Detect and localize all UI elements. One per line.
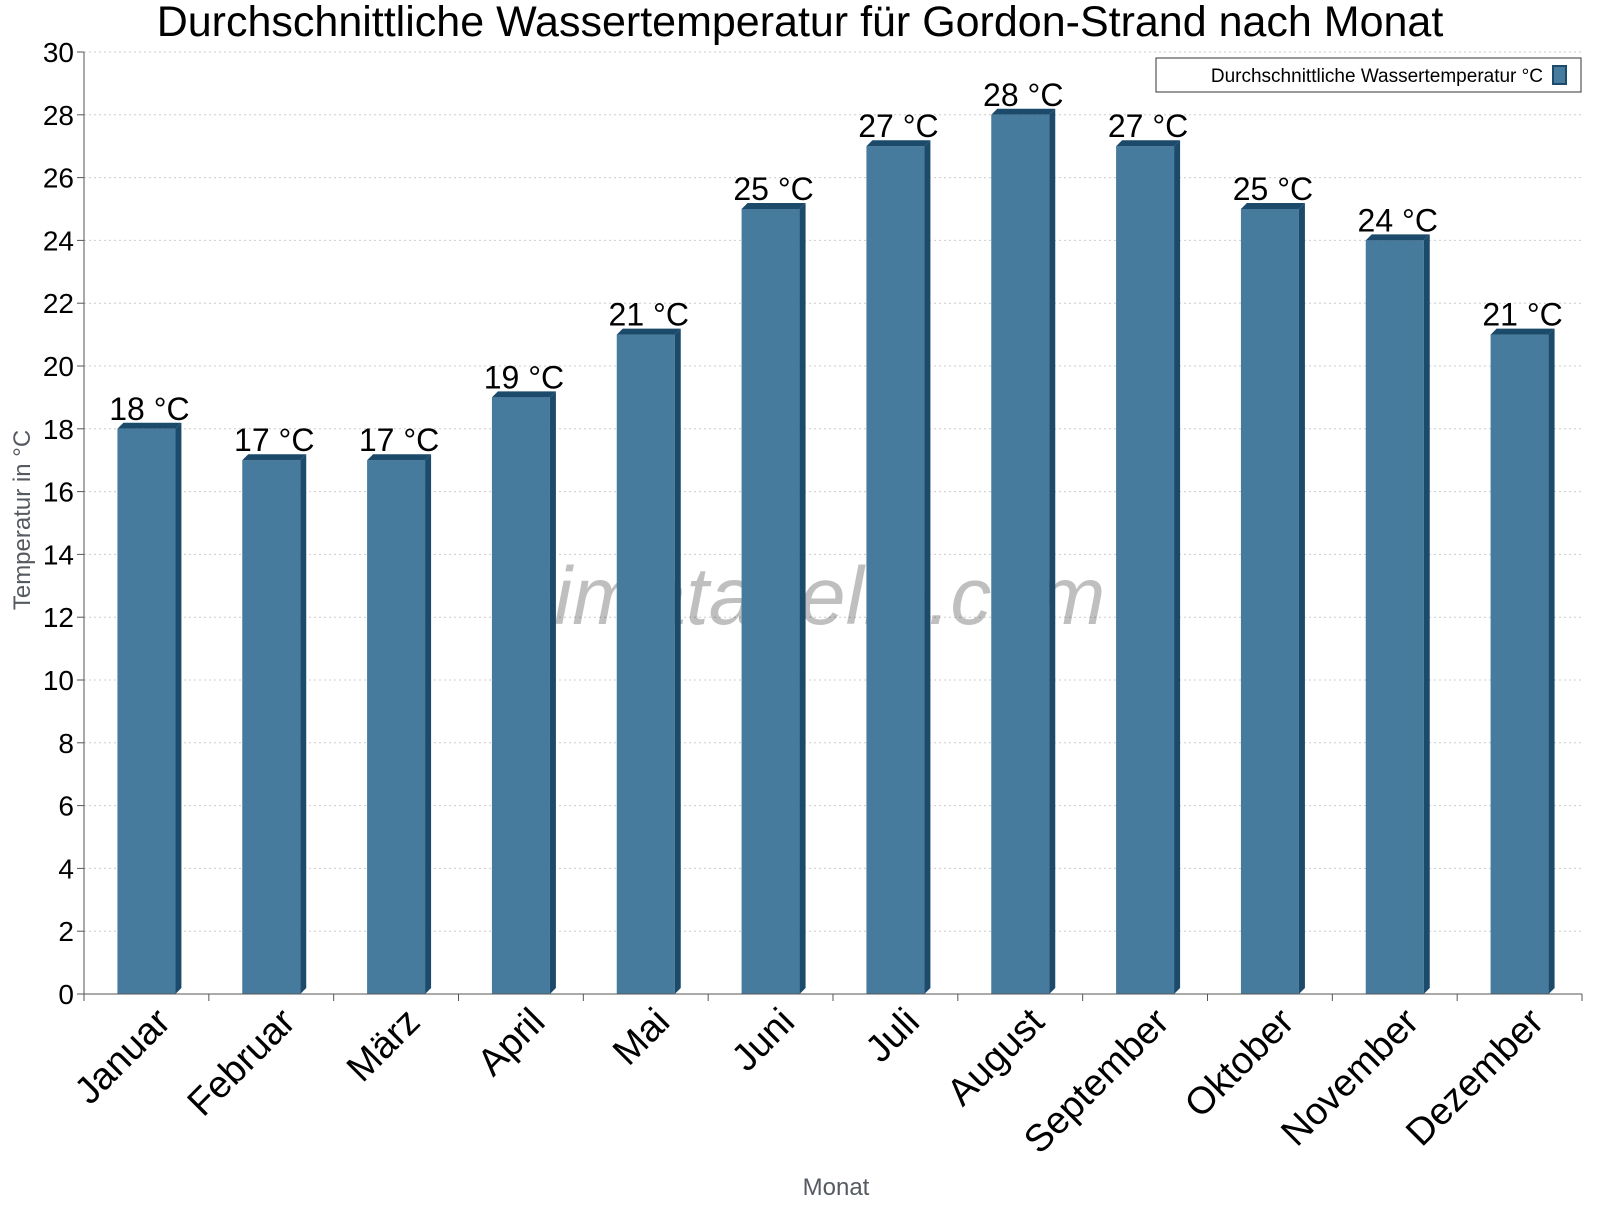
x-tick-label: Juli	[858, 1001, 928, 1071]
bar	[866, 146, 925, 994]
bar-side	[425, 454, 432, 994]
bar-top	[866, 140, 931, 147]
bar-side	[1174, 140, 1181, 994]
y-tick-label: 6	[58, 791, 74, 822]
bar	[367, 460, 426, 994]
bar	[491, 397, 550, 994]
x-tick-label: Oktober	[1177, 1000, 1303, 1126]
bar-top	[1490, 328, 1555, 335]
bar-side	[1548, 328, 1555, 995]
bar	[1365, 240, 1424, 994]
bar-top	[117, 422, 182, 429]
y-tick-label: 22	[43, 288, 74, 319]
bar-top	[242, 454, 307, 461]
data-label: 17 °C	[234, 422, 314, 458]
bar-side	[799, 203, 806, 994]
y-tick-label: 10	[43, 665, 74, 696]
bar-top	[1365, 234, 1430, 241]
bar	[1116, 146, 1175, 994]
data-label: 27 °C	[1108, 108, 1188, 144]
x-tick-label: Juni	[724, 1001, 803, 1080]
axes-layer	[77, 51, 1583, 1001]
data-label: 25 °C	[1233, 171, 1313, 207]
bar-group	[991, 108, 1056, 995]
data-label: 28 °C	[983, 77, 1063, 113]
chart-title: Durchschnittliche Wassertemperatur für G…	[157, 0, 1444, 46]
y-tick-label: 0	[58, 979, 74, 1010]
data-label: 27 °C	[858, 108, 938, 144]
grid-layer	[84, 51, 1582, 932]
data-label: 21 °C	[1482, 297, 1562, 333]
bar-group	[117, 422, 182, 994]
bar-group	[866, 140, 931, 994]
bar	[1240, 209, 1299, 994]
bar-side	[674, 328, 681, 995]
bar-group	[741, 203, 806, 994]
x-tick-label: April	[470, 1001, 553, 1084]
x-tick-label: Februar	[180, 1000, 304, 1124]
bar-top	[491, 391, 556, 398]
bar-top	[367, 454, 432, 461]
x-tick-label: März	[339, 1001, 428, 1090]
data-label: 17 °C	[359, 422, 439, 458]
y-tick-label: 16	[43, 477, 74, 508]
x-axis-title: Monat	[803, 1174, 870, 1200]
bar-side	[1298, 203, 1305, 994]
x-tick-label: August	[939, 1000, 1053, 1114]
bar-side	[1423, 234, 1430, 994]
bar-top	[991, 108, 1056, 115]
bar-side	[300, 454, 307, 994]
data-label: 24 °C	[1358, 202, 1438, 238]
data-label: 18 °C	[109, 391, 189, 427]
bar	[616, 334, 675, 995]
bar-group	[1240, 203, 1305, 994]
y-tick-label: 18	[43, 414, 74, 445]
bars-layer	[117, 108, 1555, 995]
y-tick-label: 26	[43, 163, 74, 194]
y-tick-label: 8	[58, 728, 74, 759]
y-axis-title: Temperatur in °C	[9, 430, 36, 610]
y-tick-label: 28	[43, 100, 74, 131]
data-label: 19 °C	[484, 359, 564, 395]
legend: Durchschnittliche Wassertemperatur °C	[1155, 57, 1582, 93]
y-tick-label: 12	[43, 602, 74, 633]
bar	[991, 114, 1050, 995]
bar-group	[367, 454, 432, 994]
x-tick-label: Januar	[67, 1000, 179, 1112]
bar	[117, 428, 176, 994]
bar	[741, 209, 800, 994]
bar-group	[1365, 234, 1430, 994]
bar-top	[1116, 140, 1181, 147]
bar-group	[491, 391, 556, 994]
y-tick-label: 14	[43, 539, 74, 570]
y-tick-label: 30	[43, 37, 74, 68]
y-tick-label: 4	[58, 853, 74, 884]
y-tick-label: 24	[43, 225, 74, 256]
data-label: 25 °C	[733, 171, 813, 207]
bar-top	[741, 203, 806, 209]
bar	[1490, 334, 1549, 995]
y-tick-label: 2	[58, 916, 74, 947]
bar-side	[1049, 108, 1056, 995]
x-tick-label: Dezember	[1398, 1000, 1552, 1154]
legend-swatch	[1552, 65, 1567, 85]
data-label: 21 °C	[609, 297, 689, 333]
bar-side	[924, 140, 931, 994]
legend-label: Durchschnittliche Wassertemperatur °C	[1211, 66, 1543, 87]
bar-top	[1240, 203, 1305, 209]
bar-group	[616, 328, 681, 995]
bar-group	[1116, 140, 1181, 994]
legend-box	[1155, 57, 1582, 93]
bar-side	[549, 391, 556, 994]
bar-group	[1490, 328, 1555, 995]
bar-top	[616, 328, 681, 335]
bar-side	[175, 422, 182, 994]
bar	[242, 460, 301, 994]
bar-group	[242, 454, 307, 994]
y-tick-label: 20	[43, 351, 74, 382]
x-tick-label: Mai	[605, 1001, 678, 1074]
